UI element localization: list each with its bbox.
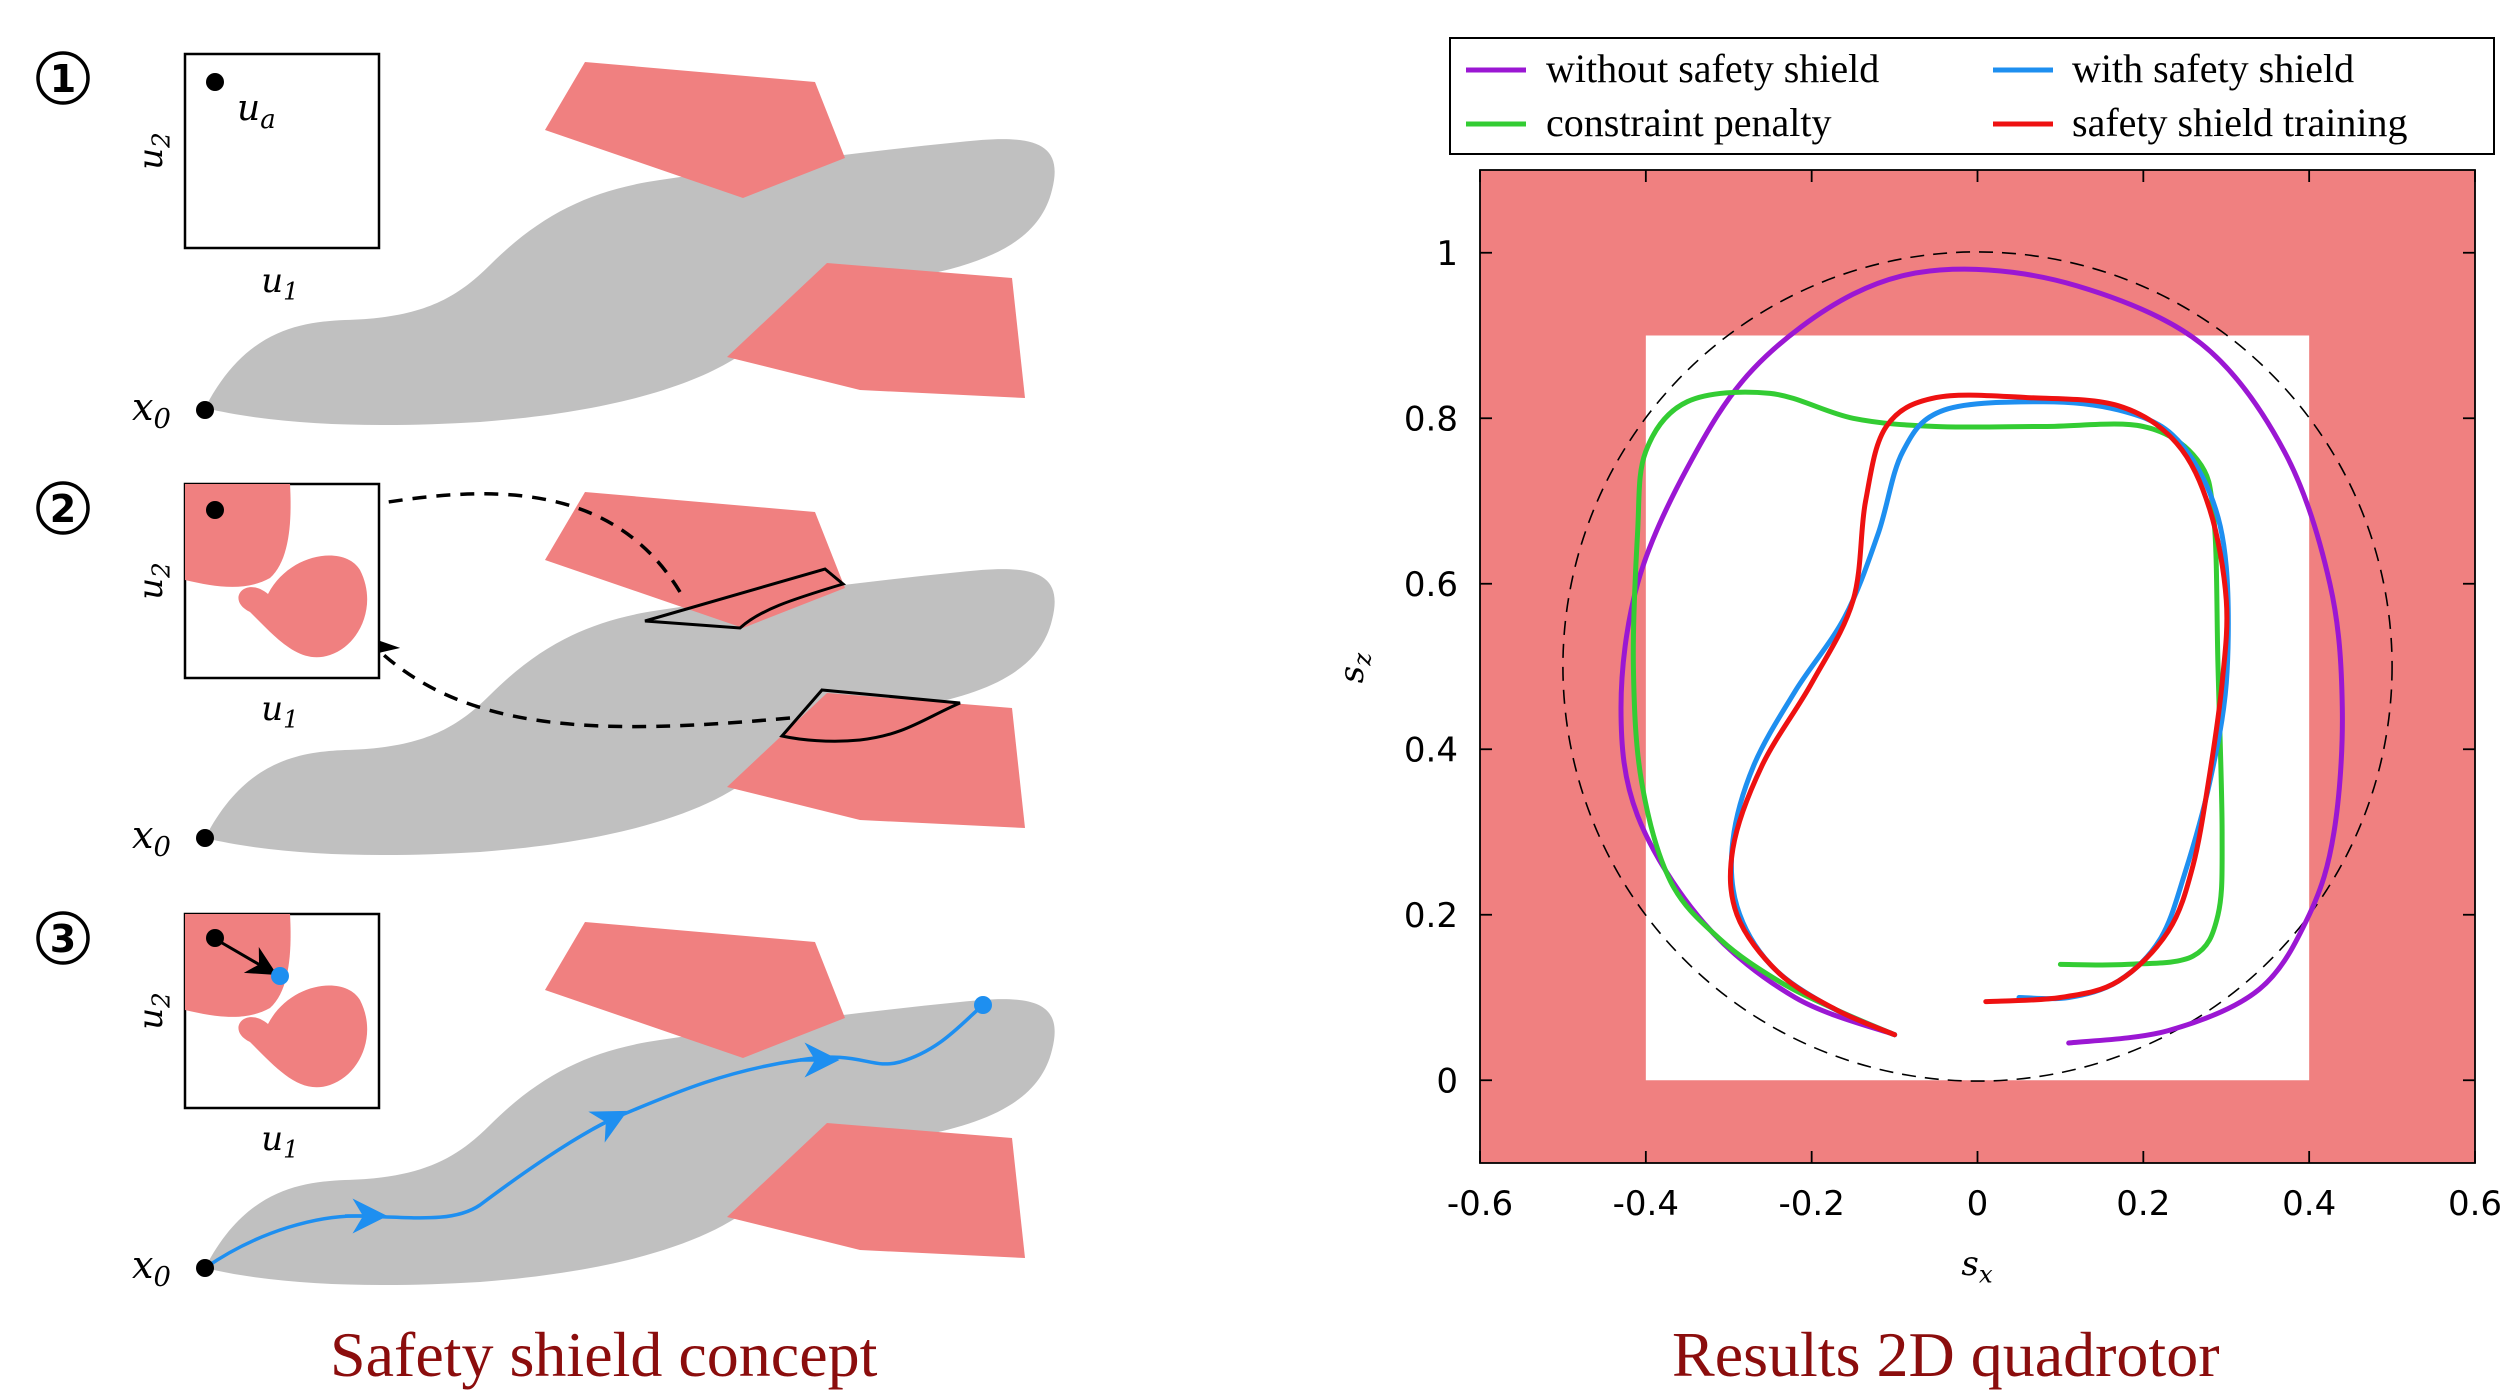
inset-y-axis-label: u2 [131, 132, 175, 169]
start-point [196, 829, 214, 847]
inset-x-axis-label: u1 [261, 261, 298, 305]
mapping-arrow [363, 634, 791, 729]
series-line-safety-shield-training [1727, 392, 2230, 1038]
projected-action-point [271, 967, 289, 985]
reachable-set-outline [779, 688, 961, 743]
trajectory-end-point [974, 996, 992, 1014]
step-1: 1 ua u1 u2 x0 [36, 51, 1055, 435]
unsafe-input-region [238, 985, 368, 1088]
projection-arrow [216, 938, 278, 976]
feasible-tube [205, 139, 1055, 426]
inset-y-axis-label: u2 [131, 562, 175, 599]
series-layer [1618, 266, 2345, 1046]
mapping-arrow [295, 492, 682, 593]
step-badge-2: 2 [36, 481, 90, 535]
step-2: 2 u1 u2 x0 [36, 481, 1055, 863]
reachable-set-outline [644, 567, 847, 630]
obstacle [545, 62, 845, 198]
start-label: x0 [132, 1243, 171, 1293]
y-tick-label: 0.6 [1404, 565, 1458, 605]
reference-circle [1562, 251, 2393, 1082]
x-tick-label: 0.6 [2448, 1184, 2502, 1224]
y-tick-label: 0 [1436, 1061, 1458, 1101]
obstacle [727, 693, 1025, 828]
x-tick-label: -0.4 [1613, 1184, 1679, 1224]
feasible-tube [205, 569, 1055, 856]
action-point [206, 73, 224, 91]
input-space-inset: u1 u2 [131, 482, 381, 733]
legend-entry: safety shield training [1993, 100, 2407, 145]
step-number: 3 [50, 917, 76, 961]
safe-region [1645, 335, 2310, 1081]
start-label: x0 [132, 813, 171, 863]
legend-label: safety shield training [2072, 100, 2407, 145]
input-space-inset: u1 u2 [131, 912, 381, 1163]
y-tick-label: 0.4 [1404, 730, 1458, 770]
y-tick-label: 0.8 [1404, 399, 1458, 439]
obstacle [545, 922, 845, 1058]
step-number: 1 [50, 57, 76, 101]
x-tick-label: -0.2 [1778, 1184, 1844, 1224]
obstacle [727, 1123, 1025, 1258]
left-panel-caption: Safety shield concept [330, 1319, 878, 1390]
obstacle [545, 492, 845, 628]
legend-entry: constraint penalty [1466, 100, 1831, 145]
step-3: 3 u1 u2 x0 [36, 911, 1055, 1293]
obstacle [727, 263, 1025, 398]
ticks-layer: -0.6 -0.4 -0.2 0 0.2 0.4 0.6 0 0.2 0.4 0.6 0.8 1 [1404, 170, 2502, 1224]
x-tick-label: 0.4 [2282, 1184, 2336, 1224]
start-point [196, 1259, 214, 1277]
y-tick-label: 1 [1436, 234, 1458, 274]
trajectory-direction-arrow [588, 1110, 628, 1143]
legend-entry: without safety shield [1466, 46, 1879, 91]
x-tick-label: 0.2 [2116, 1184, 2170, 1224]
input-space-inset: ua u1 u2 [131, 52, 381, 305]
step-badge-1: 1 [36, 51, 90, 105]
action-point [206, 929, 224, 947]
inset-y-axis-label: u2 [131, 992, 175, 1029]
right-panel-caption: Results 2D quadrotor [1672, 1319, 2220, 1390]
safety-shield-concept-panel: 1 ua u1 u2 x0 2 [36, 51, 1055, 1293]
legend-label: constraint penalty [1546, 100, 1831, 145]
step-badge-3: 3 [36, 911, 90, 965]
start-label: x0 [132, 385, 171, 435]
start-point [196, 401, 214, 419]
inset-x-axis-label: u1 [261, 1119, 298, 1163]
x-tick-label: 0 [1967, 1184, 1989, 1224]
action-point [206, 501, 224, 519]
quadrotor-results-chart: -0.6 -0.4 -0.2 0 0.2 0.4 0.600.20.40.60.81 sx … [1332, 37, 2502, 1288]
unsafe-input-region [238, 555, 368, 658]
legend-label: without safety shield [1546, 46, 1879, 91]
legend: without safety shield constraint penalty… [1449, 37, 2495, 155]
feasible-tube [205, 999, 1055, 1286]
unsafe-input-region [185, 484, 291, 587]
inset-x-axis-label: u1 [261, 689, 298, 733]
step-number: 2 [50, 487, 76, 531]
legend-label: with safety shield [2072, 46, 2354, 91]
x-axis-label: sx [1961, 1244, 1992, 1288]
legend-entry: with safety shield [1993, 46, 2354, 91]
series-line-without-safety-shield [1618, 266, 2345, 1046]
y-tick-label: 0.2 [1404, 896, 1458, 936]
unsafe-input-region [185, 914, 291, 1017]
y-axis-label: sz [1332, 652, 1376, 683]
x-tick-label: -0.6 [1447, 1184, 1513, 1224]
series-line-constraint-penalty [1630, 389, 2225, 1038]
action-label: ua [237, 88, 276, 135]
